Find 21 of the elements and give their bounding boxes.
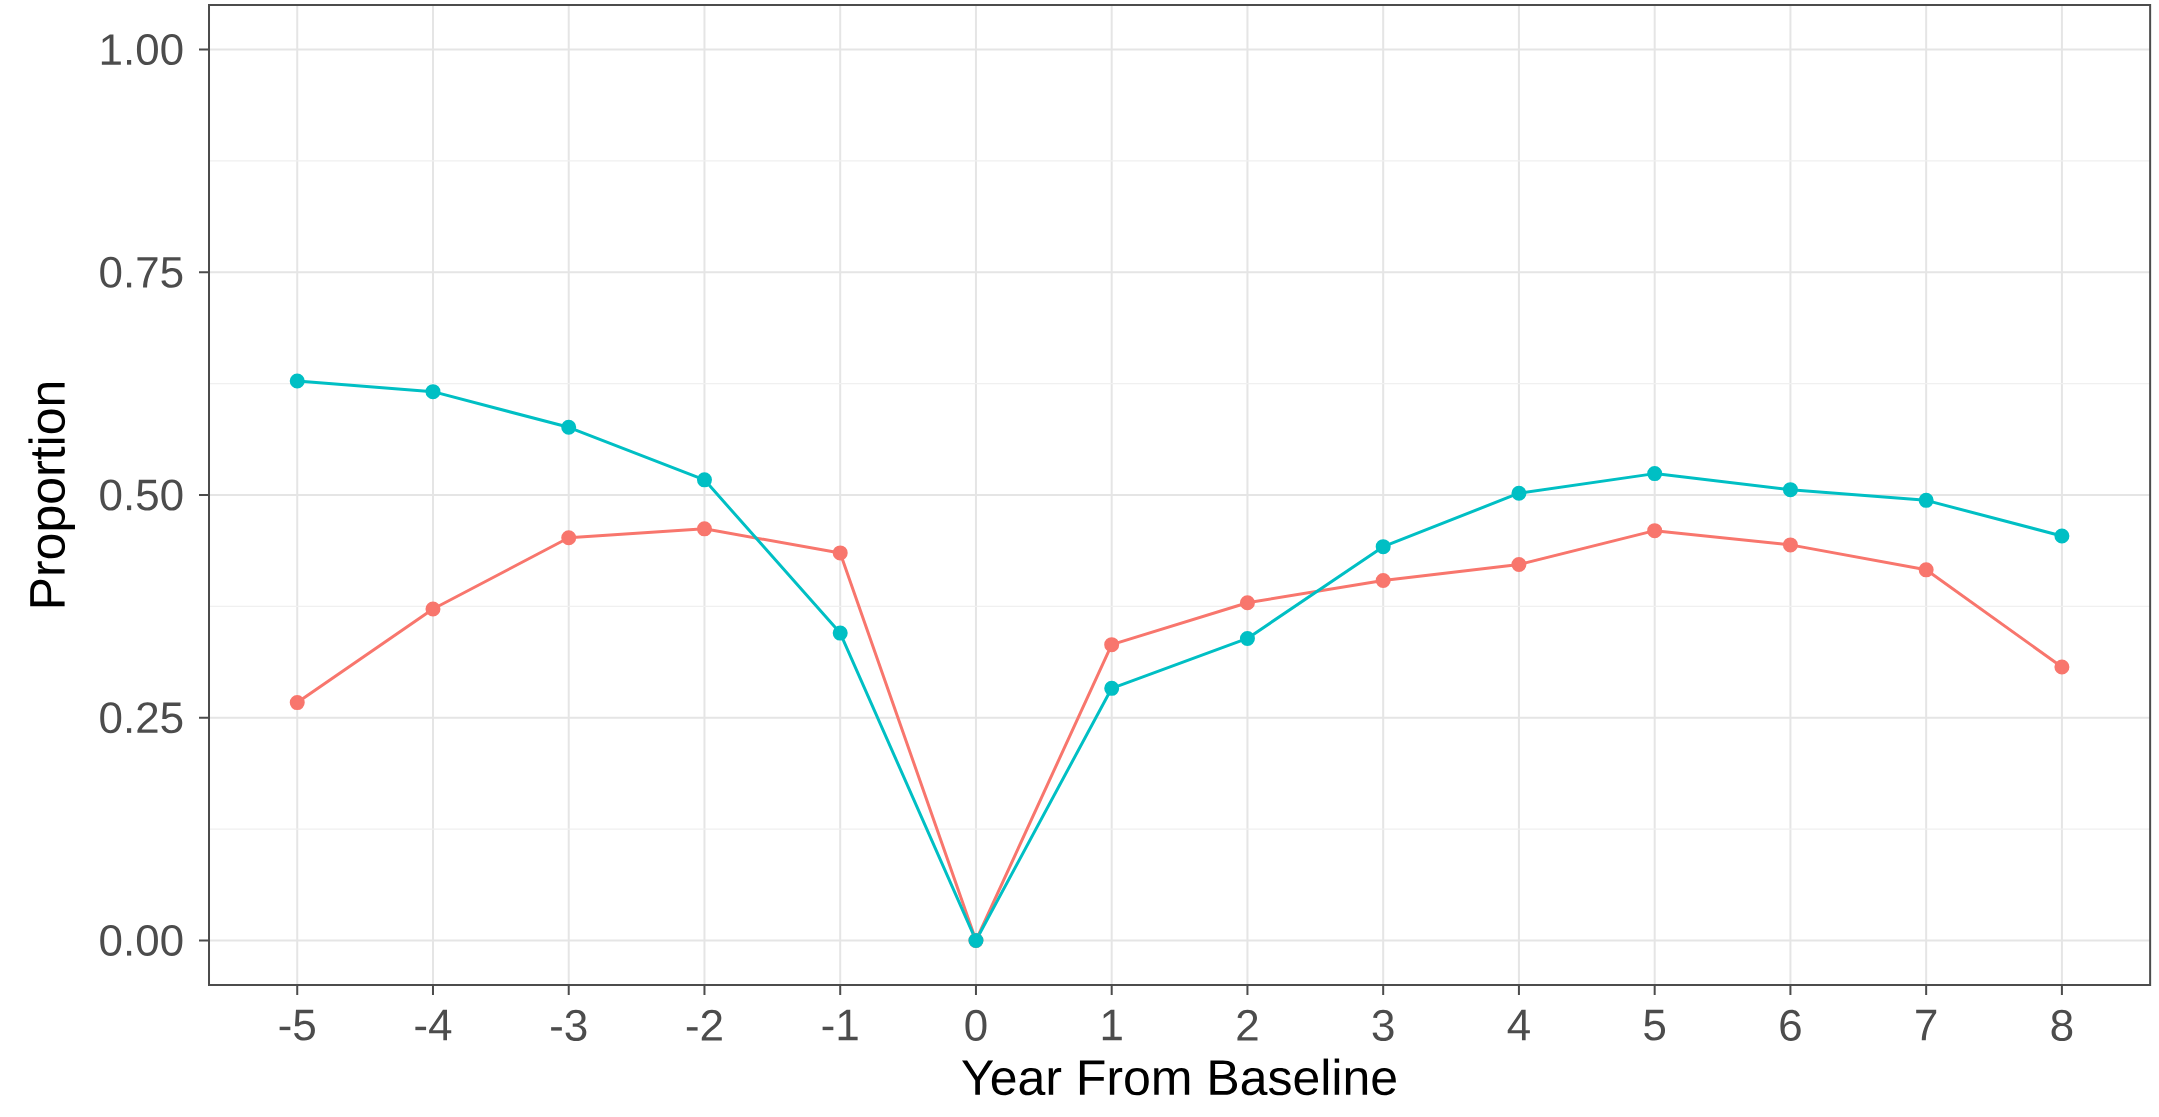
x-tick-label: -5 [279, 1009, 315, 1041]
x-tick-label: 5 [1644, 1009, 1666, 1041]
x-tick-label: 3 [1372, 1009, 1394, 1042]
y-tick-label: 0.25 [100, 702, 183, 734]
x-tick-label: -3 [551, 1009, 587, 1042]
x-tick-label: -2 [686, 1009, 722, 1041]
x-tick-label: 7 [1916, 1009, 1937, 1041]
x-axis-title: Year From Baseline [962, 1058, 1396, 1096]
x-tick-label: -4 [415, 1009, 452, 1041]
x-tick-label: 8 [2051, 1009, 2073, 1042]
y-tick-label: 0.50 [100, 479, 183, 511]
x-tick-label: 0 [965, 1009, 987, 1042]
y-tick-label: 1.00 [101, 33, 183, 66]
x-tick-label: 1 [1102, 1009, 1122, 1041]
x-tick-label: -1 [822, 1009, 858, 1041]
x-tick-label: 2 [1237, 1009, 1258, 1041]
y-tick-label: 0.00 [100, 924, 183, 957]
x-tick-label: 6 [1780, 1009, 1801, 1042]
y-axis-title: Proportion [28, 382, 75, 607]
y-tick-label: 0.75 [100, 256, 183, 288]
x-tick-label: 4 [1507, 1009, 1530, 1041]
